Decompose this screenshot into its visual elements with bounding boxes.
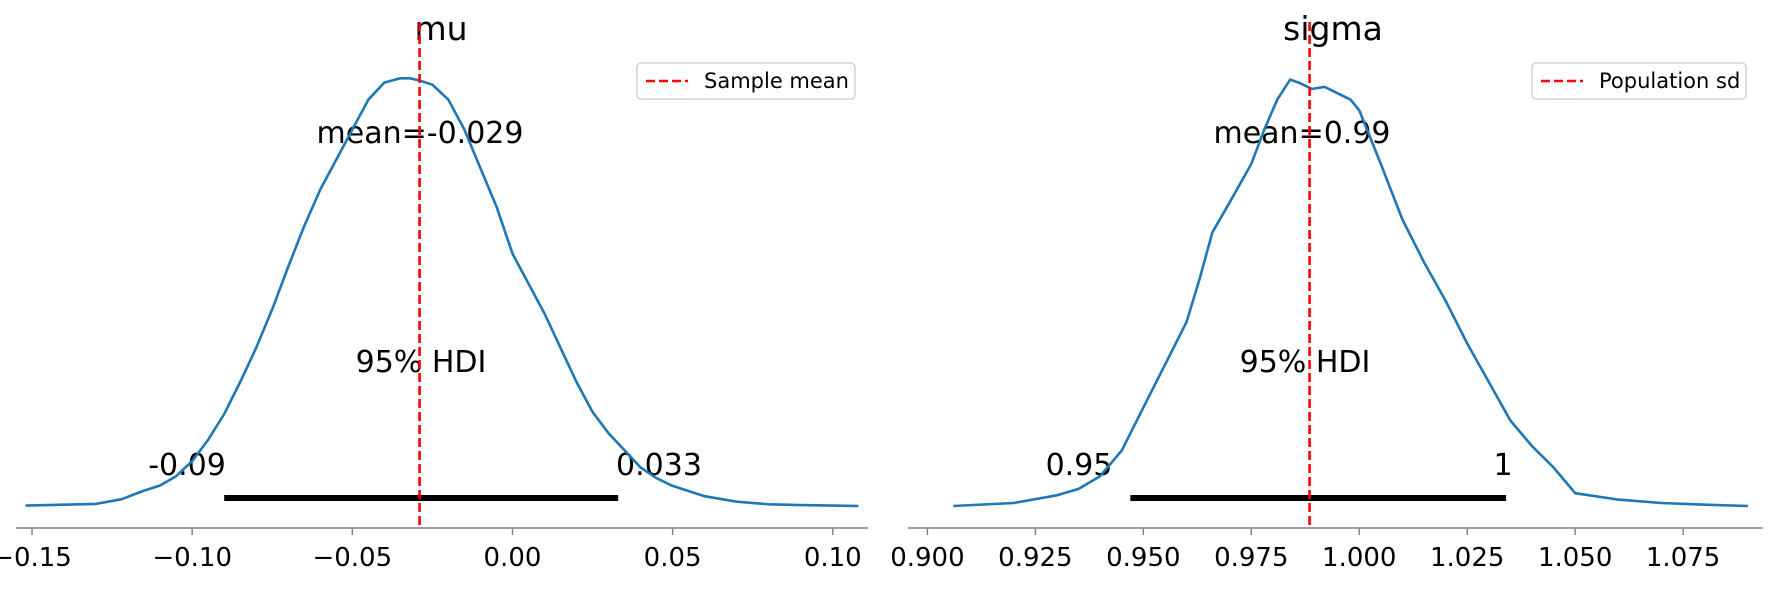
x-axis-ticks: 0.900 0.925 0.950 0.975 1.000 1.025 1.050 1.075 xyxy=(890,528,1720,573)
x-tick-label: 1.050 xyxy=(1538,543,1612,573)
x-tick-label: −0.10 xyxy=(152,543,232,573)
plot-area xyxy=(16,22,868,529)
mean-label: mean=0.99 xyxy=(1213,116,1390,151)
hdi-high-label: 1 xyxy=(1493,448,1512,483)
legend-entry-label: Sample mean xyxy=(704,69,849,93)
panel-mu: mu mean=-0.029 95% HDI -0.09 0.033 −0.15… xyxy=(0,9,868,573)
x-tick-label: 0.10 xyxy=(804,543,862,573)
legend-frame xyxy=(1531,62,1747,100)
x-tick-label: 1.025 xyxy=(1430,543,1504,573)
hdi-label: 95% HDI xyxy=(1240,345,1371,380)
panel-title: sigma xyxy=(1283,9,1383,48)
panel-title: mu xyxy=(414,9,467,48)
density-curve xyxy=(25,77,859,508)
x-tick-label: 0.975 xyxy=(1214,543,1288,573)
hdi-low-label: 0.95 xyxy=(1046,448,1113,483)
hdi-high-label: 0.033 xyxy=(616,448,702,483)
panel-sigma: sigma mean=0.99 95% HDI 0.95 1 0.900 0.92… xyxy=(890,9,1763,573)
density-curve xyxy=(953,78,1748,508)
x-tick-label: 0.05 xyxy=(644,543,702,573)
legend-frame xyxy=(636,62,856,100)
plot-area xyxy=(908,22,1763,529)
legend-entry-label: Population sd xyxy=(1599,69,1740,93)
x-tick-label: 0.900 xyxy=(890,543,964,573)
x-tick-label: −0.15 xyxy=(0,543,72,573)
x-tick-label: 1.075 xyxy=(1646,543,1720,573)
hdi-label: 95% HDI xyxy=(356,345,487,380)
x-tick-label: 0.950 xyxy=(1106,543,1180,573)
legend: Population sd xyxy=(1531,62,1747,100)
x-axis-ticks: −0.15 −0.10 −0.05 0.00 0.05 0.10 xyxy=(0,528,862,573)
x-tick-label: 0.00 xyxy=(484,543,542,573)
legend: Sample mean xyxy=(636,62,856,100)
x-tick-label: −0.05 xyxy=(312,543,392,573)
x-tick-label: 1.000 xyxy=(1322,543,1396,573)
x-tick-label: 0.925 xyxy=(998,543,1072,573)
